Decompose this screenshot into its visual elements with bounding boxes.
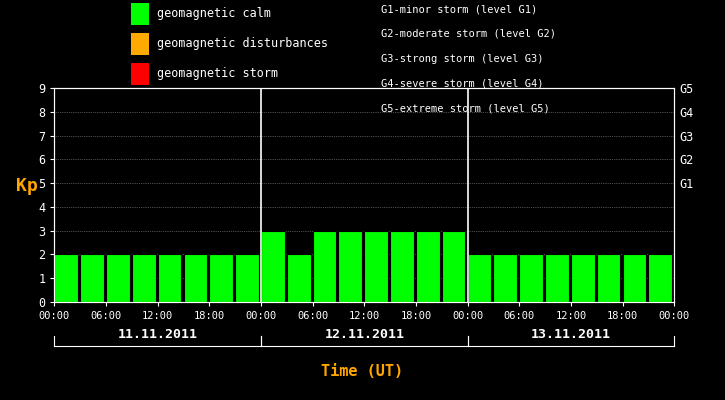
Text: Time (UT): Time (UT) — [321, 364, 404, 379]
Bar — [287, 254, 310, 302]
Bar — [54, 254, 78, 302]
Bar — [390, 231, 414, 302]
Bar — [468, 254, 492, 302]
Text: G3-strong storm (level G3): G3-strong storm (level G3) — [381, 54, 543, 64]
Text: G5-extreme storm (level G5): G5-extreme storm (level G5) — [381, 103, 550, 113]
Text: geomagnetic storm: geomagnetic storm — [157, 68, 278, 80]
Bar — [132, 254, 156, 302]
Bar — [364, 231, 388, 302]
Bar — [339, 231, 362, 302]
Text: G4-severe storm (level G4): G4-severe storm (level G4) — [381, 78, 543, 88]
Text: G1-minor storm (level G1): G1-minor storm (level G1) — [381, 4, 537, 14]
Bar — [545, 254, 569, 302]
Bar — [312, 231, 336, 302]
Text: 13.11.2011: 13.11.2011 — [531, 328, 611, 341]
Bar — [494, 254, 517, 302]
Bar — [80, 254, 104, 302]
Bar — [261, 231, 285, 302]
Bar — [235, 254, 259, 302]
Y-axis label: Kp: Kp — [16, 177, 38, 195]
Bar — [519, 254, 543, 302]
Text: geomagnetic disturbances: geomagnetic disturbances — [157, 38, 328, 50]
Bar — [210, 254, 233, 302]
Bar — [157, 254, 181, 302]
Bar — [416, 231, 439, 302]
Text: 12.11.2011: 12.11.2011 — [324, 328, 405, 341]
Bar — [571, 254, 594, 302]
Bar — [183, 254, 207, 302]
Text: G2-moderate storm (level G2): G2-moderate storm (level G2) — [381, 29, 555, 39]
Text: 11.11.2011: 11.11.2011 — [117, 328, 198, 341]
Bar — [623, 254, 646, 302]
Bar — [597, 254, 621, 302]
Bar — [442, 231, 465, 302]
Bar — [106, 254, 130, 302]
Text: geomagnetic calm: geomagnetic calm — [157, 8, 271, 20]
Bar — [648, 254, 672, 302]
